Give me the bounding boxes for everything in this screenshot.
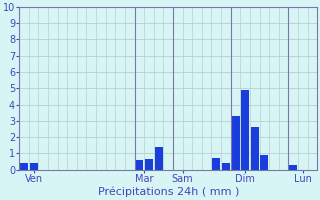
Bar [212, 158, 220, 170]
Bar [135, 160, 143, 170]
Bar [251, 127, 259, 170]
Bar [145, 159, 153, 170]
Bar [241, 90, 249, 170]
Bar [231, 116, 240, 170]
Bar [260, 155, 268, 170]
X-axis label: Précipitations 24h ( mm ): Précipitations 24h ( mm ) [98, 187, 239, 197]
Bar [20, 163, 28, 170]
Bar [289, 165, 297, 170]
Bar [29, 163, 38, 170]
Bar [222, 163, 230, 170]
Bar [155, 147, 163, 170]
